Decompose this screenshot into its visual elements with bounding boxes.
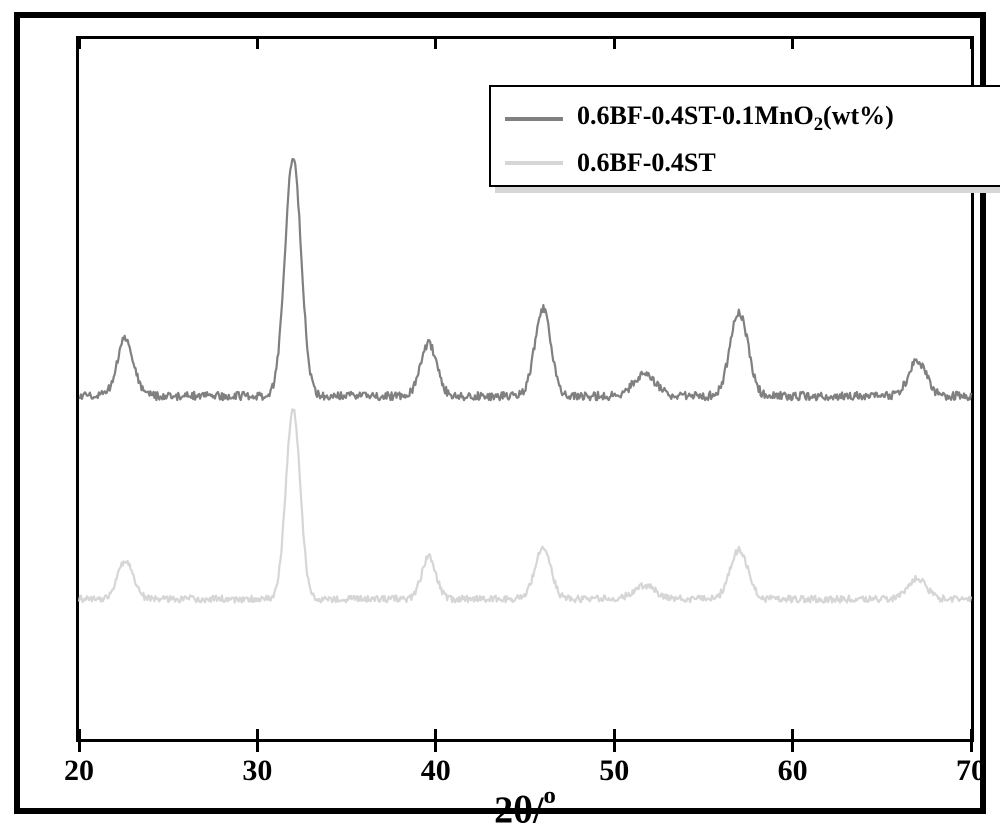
x-tick-mark xyxy=(434,742,437,752)
x-tick-mark xyxy=(613,742,616,752)
x-tick-mark-inner xyxy=(78,729,81,739)
x-title-theta: θ xyxy=(513,790,533,832)
x-tick-label: 70 xyxy=(941,754,1000,788)
figure-frame: 0.6BF-0.4ST-0.1MnO2(wt%) 0.6BF-0.4ST 20 3… xyxy=(14,12,986,814)
x-tick-mark-top xyxy=(434,39,437,49)
x-tick-mark-top xyxy=(791,39,794,49)
x-tick-mark-inner xyxy=(256,729,259,739)
x-title-2: 2 xyxy=(494,790,513,832)
x-tick-mark-inner xyxy=(791,729,794,739)
x-tick-mark-inner xyxy=(970,729,973,739)
x-tick-mark-top xyxy=(613,39,616,49)
x-tick-label: 30 xyxy=(227,754,287,788)
x-tick-mark xyxy=(970,742,973,752)
x-tick-mark xyxy=(791,742,794,752)
x-tick-mark-inner xyxy=(613,729,616,739)
x-tick-label: 40 xyxy=(406,754,466,788)
x-tick-mark-top xyxy=(78,39,81,49)
x-tick-mark xyxy=(78,742,81,752)
x-tick-label: 20 xyxy=(49,754,109,788)
x-tick-label: 50 xyxy=(584,754,644,788)
xrd-plot-svg xyxy=(79,39,971,739)
x-title-slash: / xyxy=(533,790,544,832)
x-tick-label: 60 xyxy=(763,754,823,788)
x-tick-mark-inner xyxy=(434,729,437,739)
x-tick-mark-top xyxy=(970,39,973,49)
x-tick-mark-top xyxy=(256,39,259,49)
series-mno2 xyxy=(79,159,971,400)
x-title-degree: o xyxy=(544,782,556,809)
x-tick-mark xyxy=(256,742,259,752)
series-bfst xyxy=(79,409,971,602)
plot-area: 0.6BF-0.4ST-0.1MnO2(wt%) 0.6BF-0.4ST xyxy=(76,36,974,742)
